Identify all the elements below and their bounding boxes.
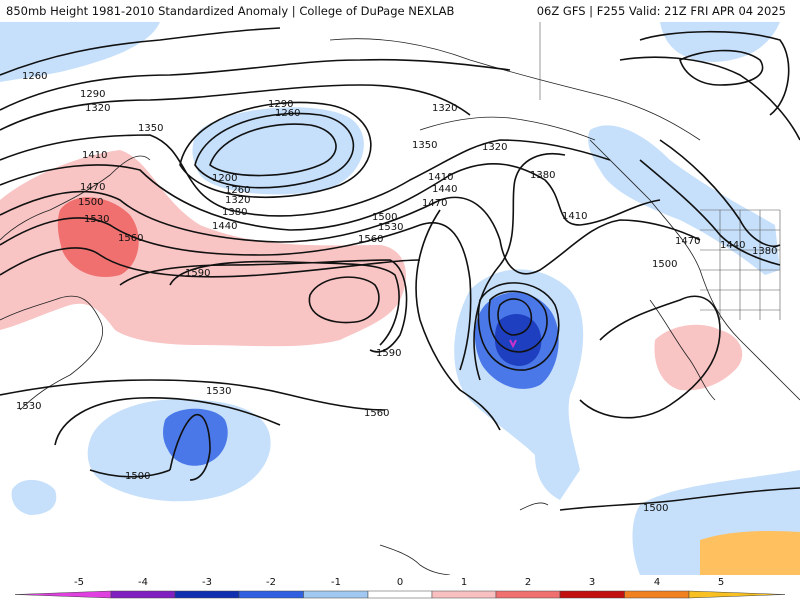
contour-label: 1440 — [720, 240, 745, 251]
anomaly-map: 1200 1260 1260 1260 1290 1290 1320 1320 … — [0, 22, 800, 575]
model-run-info: 06Z GFS | F255 Valid: 21Z FRI APR 04 202… — [536, 4, 786, 18]
contour-label: 1470 — [80, 182, 105, 193]
contour-label: 1410 — [82, 150, 107, 161]
height-contours — [0, 27, 800, 511]
colorbar-swatch — [303, 590, 369, 599]
colorbar-swatches — [14, 590, 786, 599]
colorbar-swatch — [14, 590, 112, 599]
colorbar-swatch — [367, 590, 433, 599]
contour-label: 1590 — [185, 268, 210, 279]
anomaly-high-baja — [654, 324, 743, 391]
colorbar-swatch — [110, 590, 176, 599]
contour-label: 1440 — [432, 184, 457, 195]
colorbar-tick-label: 4 — [654, 577, 660, 588]
colorbar-tick-label: 2 — [525, 577, 531, 588]
contour-label: 1380 — [530, 170, 555, 181]
colorbar-tick-label: 3 — [589, 577, 595, 588]
contour-label: 1590 — [376, 348, 401, 359]
anomaly-low-aleutian — [192, 107, 364, 195]
colorbar-tick-label: 1 — [461, 577, 467, 588]
contour-label: 1290 — [268, 99, 293, 110]
contour-label: 1530 — [84, 214, 109, 225]
contour-label: 1560 — [358, 234, 383, 245]
colorbar-tick-label: -4 — [138, 577, 148, 588]
anomaly-low-east-pacific-core — [495, 313, 542, 366]
colorbar-tick-label: 5 — [718, 577, 724, 588]
anomaly-low-pacnw — [588, 125, 780, 276]
contour-label: 1350 — [138, 123, 163, 134]
colorbar-tick-label: -2 — [266, 577, 276, 588]
contour-label: 1470 — [675, 236, 700, 247]
contour-label: 1440 — [212, 221, 237, 232]
anomaly-low-south-pacific-core — [163, 408, 228, 466]
contour-label: 1500 — [643, 503, 668, 514]
colorbar-swatch — [238, 590, 304, 599]
contour-label: 1560 — [364, 408, 389, 419]
contour-label: 1200 — [212, 173, 237, 184]
contour-label: 1320 — [85, 103, 110, 114]
anomaly-low-topright — [660, 22, 780, 62]
anomaly-high-bottomright — [700, 530, 800, 575]
anomaly-low-southwest-corner — [11, 479, 57, 515]
map-title: 850mb Height 1981-2010 Standardized Anom… — [6, 4, 455, 18]
contour-label: 1260 — [275, 108, 300, 119]
low-center-marker — [509, 339, 517, 349]
contour-label: 1530 — [16, 401, 41, 412]
contour-label: 1380 — [752, 246, 777, 257]
contour-label: 1500 — [78, 197, 103, 208]
colorbar-swatch — [495, 590, 561, 599]
anomaly-shading — [0, 22, 800, 575]
colorbar-tick-label: -1 — [331, 577, 341, 588]
colorbar-swatch — [431, 590, 497, 599]
contour-label: 1320 — [225, 195, 250, 206]
contour-labels: 1200 1260 1260 1260 1290 1290 1320 1320 … — [16, 71, 777, 514]
contour-label: 1320 — [482, 142, 507, 153]
contour-label: 1530 — [378, 222, 403, 233]
colorbar-tick-label: -3 — [202, 577, 212, 588]
contour-label: 1560 — [118, 233, 143, 244]
colorbar-swatch — [174, 590, 240, 599]
anomaly-colorbar: -5 -4 -3 -2 -1 0 1 2 3 4 5 — [14, 577, 786, 599]
contour-label: 1260 — [22, 71, 47, 82]
map-header: 850mb Height 1981-2010 Standardized Anom… — [0, 0, 800, 22]
contour-label: 1470 — [422, 198, 447, 209]
contour-label: 1500 — [372, 212, 397, 223]
contour-label: 1380 — [222, 207, 247, 218]
contour-label: 1530 — [206, 386, 231, 397]
colorbar-tick-label: -5 — [74, 577, 84, 588]
contour-label: 1290 — [80, 89, 105, 100]
colorbar-swatch — [688, 590, 786, 599]
contour-label: 1320 — [432, 103, 457, 114]
colorbar-ticks: -5 -4 -3 -2 -1 0 1 2 3 4 5 — [74, 577, 724, 588]
contour-label: 1500 — [652, 259, 677, 270]
colorbar-swatch — [624, 590, 690, 599]
contour-label: 1410 — [562, 211, 587, 222]
colorbar-swatch — [559, 590, 625, 599]
contour-label: 1350 — [412, 140, 437, 151]
contour-label: 1500 — [125, 471, 150, 482]
colorbar-tick-label: 0 — [397, 577, 403, 588]
contour-label: 1410 — [428, 172, 453, 183]
contour-label: 1260 — [225, 185, 250, 196]
